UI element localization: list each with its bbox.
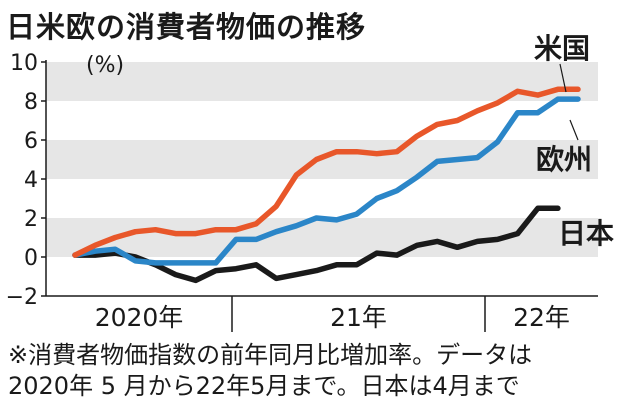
chart-title: 日米欧の消費者物価の推移	[6, 10, 367, 44]
footnote-line-2: 2020年 5 月から22年5月まで。日本は4月まで	[8, 372, 520, 400]
x-year-groups: 2020年 21年 22年	[95, 296, 570, 332]
y-tick-label: 0	[24, 246, 38, 271]
series-lines	[72, 86, 581, 284]
series-label-leader	[559, 63, 567, 93]
y-tick-label: −2	[6, 285, 38, 310]
series-label-leader	[569, 119, 579, 141]
y-tick-label: 4	[24, 168, 38, 193]
y-tick-label: 8	[24, 90, 38, 115]
x-group-label: 21年	[330, 303, 387, 332]
series-label: 欧州	[536, 143, 592, 176]
series-label: 米国	[534, 32, 590, 65]
shaded-band-0	[46, 62, 598, 101]
y-tick-label: 10	[10, 51, 38, 76]
series-line-1	[72, 96, 581, 266]
series-line-0	[72, 86, 581, 258]
y-tick-label: 2	[24, 207, 38, 232]
series-label: 日本	[558, 217, 614, 250]
shaded-bands	[46, 62, 598, 257]
x-group-label: 2020年	[95, 303, 184, 332]
footnote-line-1: ※消費者物価指数の前年同月比増加率。データは	[8, 341, 533, 369]
axes	[41, 60, 598, 297]
x-group-label: 22年	[513, 303, 570, 332]
footnote: ※消費者物価指数の前年同月比増加率。データは 2020年 5 月から22年5月ま…	[8, 340, 532, 402]
y-unit-label: (%)	[86, 53, 124, 78]
y-tick-labels: −2 0 2 4 6 8 10	[6, 51, 38, 310]
y-tick-label: 6	[24, 129, 38, 154]
shaded-band-2	[46, 218, 598, 257]
